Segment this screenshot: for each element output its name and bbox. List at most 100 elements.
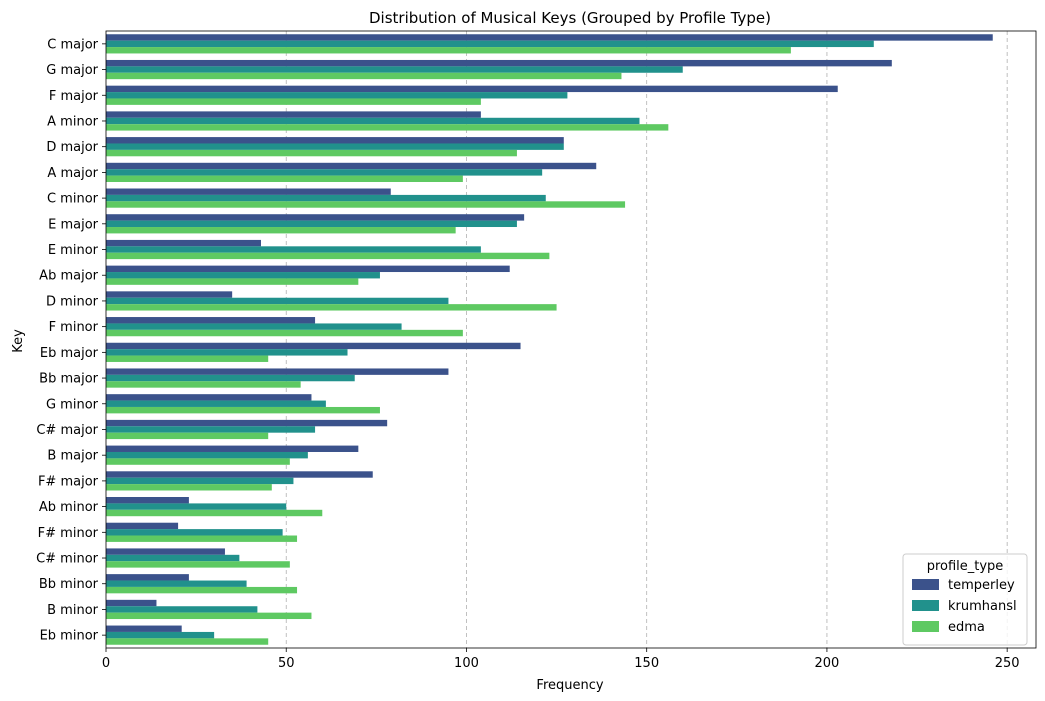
bar-temperley [106, 574, 189, 581]
bar-krumhansl [106, 349, 348, 356]
bar-temperley [106, 471, 373, 478]
bar-temperley [106, 445, 359, 452]
bar-temperley [106, 59, 892, 67]
y-tick-label: C major [47, 37, 98, 52]
bar-edma [106, 72, 622, 80]
x-tick-label: 250 [995, 656, 1020, 671]
legend-swatch-krumhansl [912, 600, 939, 611]
y-tick-label: Bb minor [39, 577, 99, 592]
bar-krumhansl [106, 426, 316, 433]
y-tick-label: C# major [36, 423, 98, 438]
bar-krumhansl [106, 117, 640, 125]
grid [285, 31, 1008, 648]
y-tick-label: Eb minor [40, 629, 99, 644]
bar-edma [106, 355, 269, 362]
bar-temperley [106, 548, 225, 555]
bar-edma [106, 124, 669, 131]
bar-temperley [106, 522, 179, 530]
bar-krumhansl [106, 503, 287, 510]
bar-edma [106, 484, 272, 491]
bar-krumhansl [106, 194, 546, 202]
bar-temperley [106, 162, 597, 170]
legend-title: profile_type [927, 559, 1004, 574]
x-tick-label: 200 [815, 656, 840, 671]
bar-edma [106, 561, 290, 568]
bar-edma [106, 252, 550, 260]
y-tick-label: C# minor [36, 552, 99, 567]
bar-krumhansl [106, 169, 543, 176]
y-tick-labels: C major G major F major A minor D major A maj… [36, 37, 106, 644]
x-tick-label: 0 [102, 656, 110, 671]
legend: profile_type temperley krumhansl edma [902, 553, 1028, 646]
y-tick-label: D minor [46, 294, 99, 309]
bar-temperley [106, 419, 388, 427]
x-tick-label: 150 [634, 656, 659, 671]
bar-temperley [106, 599, 157, 607]
bar-temperley [106, 291, 233, 298]
y-tick-label: Ab minor [39, 500, 99, 515]
bar-krumhansl [106, 554, 240, 562]
x-axis-label: Frequency [536, 678, 603, 693]
chart-title: Distribution of Musical Keys (Grouped by… [369, 9, 771, 27]
bar-temperley [106, 239, 261, 247]
y-tick-label: A minor [47, 114, 98, 129]
bar-edma [106, 535, 298, 542]
bar-edma [106, 304, 557, 311]
bar-krumhansl [106, 323, 402, 330]
bar-edma [106, 329, 463, 337]
y-tick-label: G minor [46, 397, 99, 412]
bar-edma [106, 98, 481, 105]
bar-edma [106, 612, 312, 620]
legend-swatch-edma [912, 621, 939, 632]
y-tick-label: A major [47, 166, 98, 181]
y-tick-label: F major [49, 89, 99, 104]
bar-edma [106, 406, 380, 414]
bar-krumhansl [106, 66, 683, 73]
y-tick-label: G major [46, 63, 98, 78]
bar-krumhansl [106, 143, 564, 150]
bar-krumhansl [106, 40, 874, 48]
bar-krumhansl [106, 297, 449, 305]
x-tick-label: 100 [454, 656, 479, 671]
bar-edma [106, 638, 269, 645]
bar-krumhansl [106, 374, 355, 382]
bar-edma [106, 458, 290, 465]
bar-edma [106, 586, 298, 594]
bar-krumhansl [106, 400, 326, 407]
bar-temperley [106, 394, 312, 401]
bar-temperley [106, 137, 564, 144]
bar-temperley [106, 342, 521, 350]
bar-krumhansl [106, 631, 215, 639]
bar-edma [106, 509, 323, 517]
y-tick-label: B minor [47, 603, 99, 618]
bar-krumhansl [106, 477, 294, 485]
y-axis-label: Key [11, 329, 26, 353]
bar-temperley [106, 214, 525, 221]
bar-edma [106, 175, 463, 182]
y-tick-label: E minor [48, 243, 99, 258]
y-tick-label: Eb major [40, 346, 99, 361]
x-tick-label: 50 [278, 656, 295, 671]
y-tick-label: F# major [38, 474, 99, 489]
y-tick-label: E major [48, 217, 99, 232]
bar-temperley [106, 317, 316, 324]
bar-temperley [106, 625, 182, 632]
x-tick-labels: 0 50 100 150 200 250 [102, 648, 1020, 671]
bar-edma [106, 381, 301, 388]
bar-temperley [106, 188, 391, 195]
bar-krumhansl [106, 246, 481, 253]
bar-temperley [106, 85, 838, 93]
bar-edma [106, 278, 359, 285]
legend-label-temperley: temperley [948, 578, 1015, 593]
bar-temperley [106, 497, 189, 504]
y-tick-label: B major [47, 449, 98, 464]
bar-krumhansl [106, 606, 258, 613]
bar-edma [106, 201, 626, 208]
legend-swatch-temperley [912, 579, 939, 590]
y-tick-label: Ab major [39, 269, 98, 284]
legend-items: temperley krumhansl edma [912, 578, 1017, 635]
legend-label-krumhansl: krumhansl [948, 599, 1017, 614]
bar-edma [106, 227, 456, 234]
bars [106, 34, 993, 645]
